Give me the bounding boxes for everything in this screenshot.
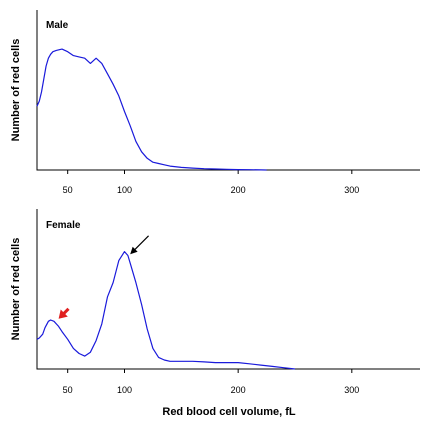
female-series-line	[36, 251, 296, 370]
female-y-axis-title: Number of red cells	[10, 238, 22, 341]
female-x-tick-label-100: 100	[117, 385, 132, 395]
female-x-tick-label-50: 50	[63, 385, 73, 395]
red-arrow	[58, 307, 70, 319]
female-annotations	[58, 235, 150, 319]
female-panel-title: Female	[46, 220, 81, 231]
x-axis-title: Red blood cell volume, fL	[162, 406, 296, 418]
male-panel: Number of red cells Male 50 100 200 300	[10, 10, 420, 195]
male-panel-title: Male	[46, 20, 69, 31]
male-axes	[36, 10, 420, 171]
female-x-ticks: 50 100 200 300	[63, 369, 359, 395]
male-x-tick-label-50: 50	[63, 185, 73, 195]
male-series-line	[36, 48, 267, 171]
male-x-tick-label-100: 100	[117, 185, 132, 195]
male-x-tick-label-300: 300	[344, 185, 359, 195]
black-arrow	[130, 235, 150, 255]
male-y-axis-title: Number of red cells	[10, 39, 22, 142]
male-x-tick-label-200: 200	[231, 185, 246, 195]
female-panel: Number of red cells Female 50 100 200 300	[10, 209, 420, 395]
male-x-ticks: 50 100 200 300	[63, 170, 359, 195]
female-x-tick-label-200: 200	[231, 385, 246, 395]
female-x-tick-label-300: 300	[344, 385, 359, 395]
